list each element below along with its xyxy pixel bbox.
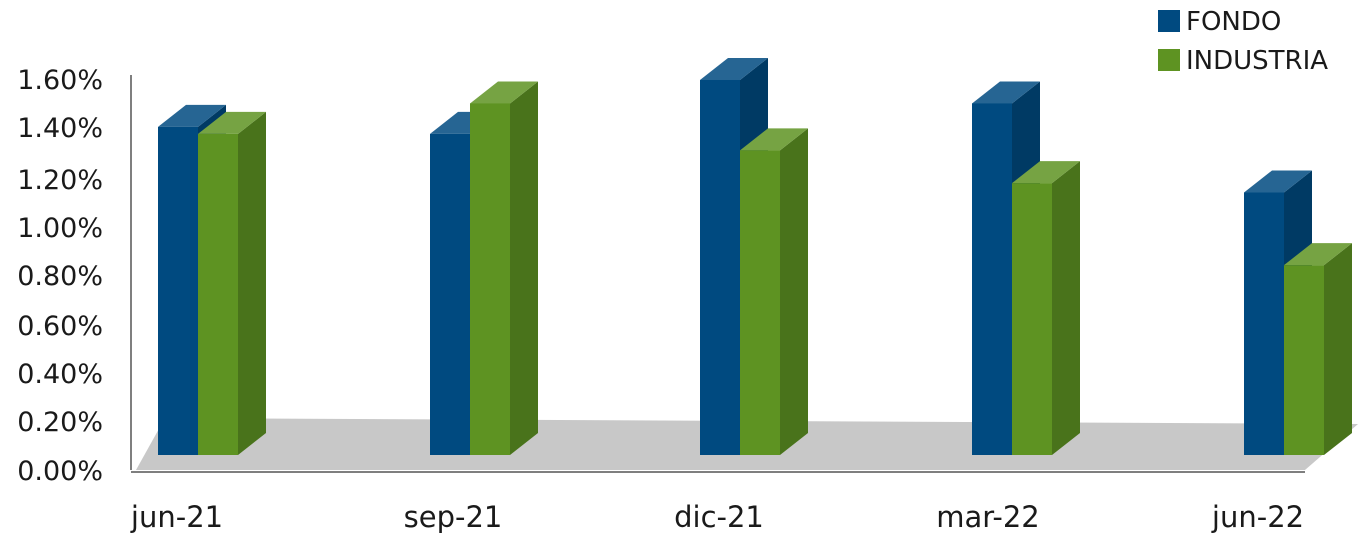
y-tick-label: 0.40% xyxy=(17,359,103,390)
legend-swatch xyxy=(1158,10,1180,32)
y-tick-label: 0.80% xyxy=(17,261,103,292)
legend-swatch xyxy=(1158,49,1180,71)
x-category-label: sep-21 xyxy=(404,500,503,534)
legend-label: FONDO xyxy=(1186,7,1281,37)
x-category-label: jun-21 xyxy=(130,500,223,534)
y-tick-label: 0.00% xyxy=(17,456,103,487)
y-tick-label: 1.20% xyxy=(17,165,103,196)
legend-label: INDUSTRIA xyxy=(1186,46,1328,76)
y-tick-label: 1.40% xyxy=(17,113,103,144)
bar-industria xyxy=(198,111,266,455)
x-category-label: jun-22 xyxy=(1211,500,1304,534)
y-tick-label: 0.60% xyxy=(17,311,103,342)
bar-industria xyxy=(470,81,538,455)
y-tick-label: 1.60% xyxy=(17,65,103,96)
x-category-label: mar-22 xyxy=(936,500,1039,534)
x-category-label: dic-21 xyxy=(674,500,764,534)
y-tick-label: 0.20% xyxy=(17,407,103,438)
bar-industria xyxy=(1012,161,1080,455)
bar-industria xyxy=(740,128,808,455)
bar-industria xyxy=(1284,243,1352,455)
y-tick-label: 1.00% xyxy=(17,213,103,244)
